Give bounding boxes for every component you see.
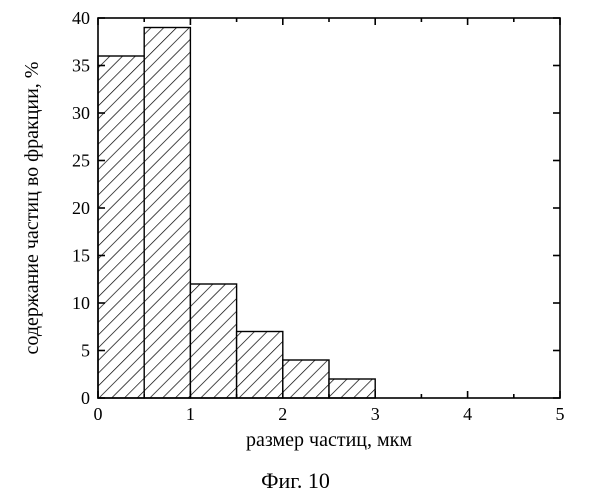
- bars: [98, 28, 375, 399]
- x-tick-label: 1: [186, 404, 195, 424]
- y-tick-label: 25: [72, 151, 90, 171]
- y-tick-label: 30: [72, 103, 90, 123]
- x-tick-label: 2: [278, 404, 287, 424]
- x-tick-label: 4: [463, 404, 472, 424]
- x-tick-label: 0: [94, 404, 103, 424]
- figure-caption: Фиг. 10: [0, 468, 591, 494]
- histogram-bar: [98, 56, 144, 398]
- y-tick-label: 35: [72, 56, 90, 76]
- y-tick-label: 5: [81, 341, 90, 361]
- y-tick-label: 10: [72, 293, 90, 313]
- histogram-bar: [190, 284, 236, 398]
- histogram-bar: [144, 28, 190, 399]
- histogram-bar: [329, 379, 375, 398]
- y-tick-label: 15: [72, 246, 90, 266]
- y-tick-label: 20: [72, 198, 90, 218]
- y-tick-label: 0: [81, 388, 90, 408]
- y-axis-label: содержание частиц во фракции, %: [21, 62, 43, 355]
- x-axis-label: размер частиц, мкм: [246, 429, 412, 451]
- histogram-chart: 0 1 2 3 4 5 0 5 10 15 20 25 30 35 40 размер частиц, мкм…: [0, 0, 591, 460]
- y-tick-label: 40: [72, 8, 90, 28]
- x-tick-label: 3: [371, 404, 380, 424]
- x-tick-label: 5: [556, 404, 565, 424]
- figure: 0 1 2 3 4 5 0 5 10 15 20 25 30 35 40 размер частиц, мкм…: [0, 0, 591, 500]
- histogram-bar: [237, 332, 283, 399]
- histogram-bar: [283, 360, 329, 398]
